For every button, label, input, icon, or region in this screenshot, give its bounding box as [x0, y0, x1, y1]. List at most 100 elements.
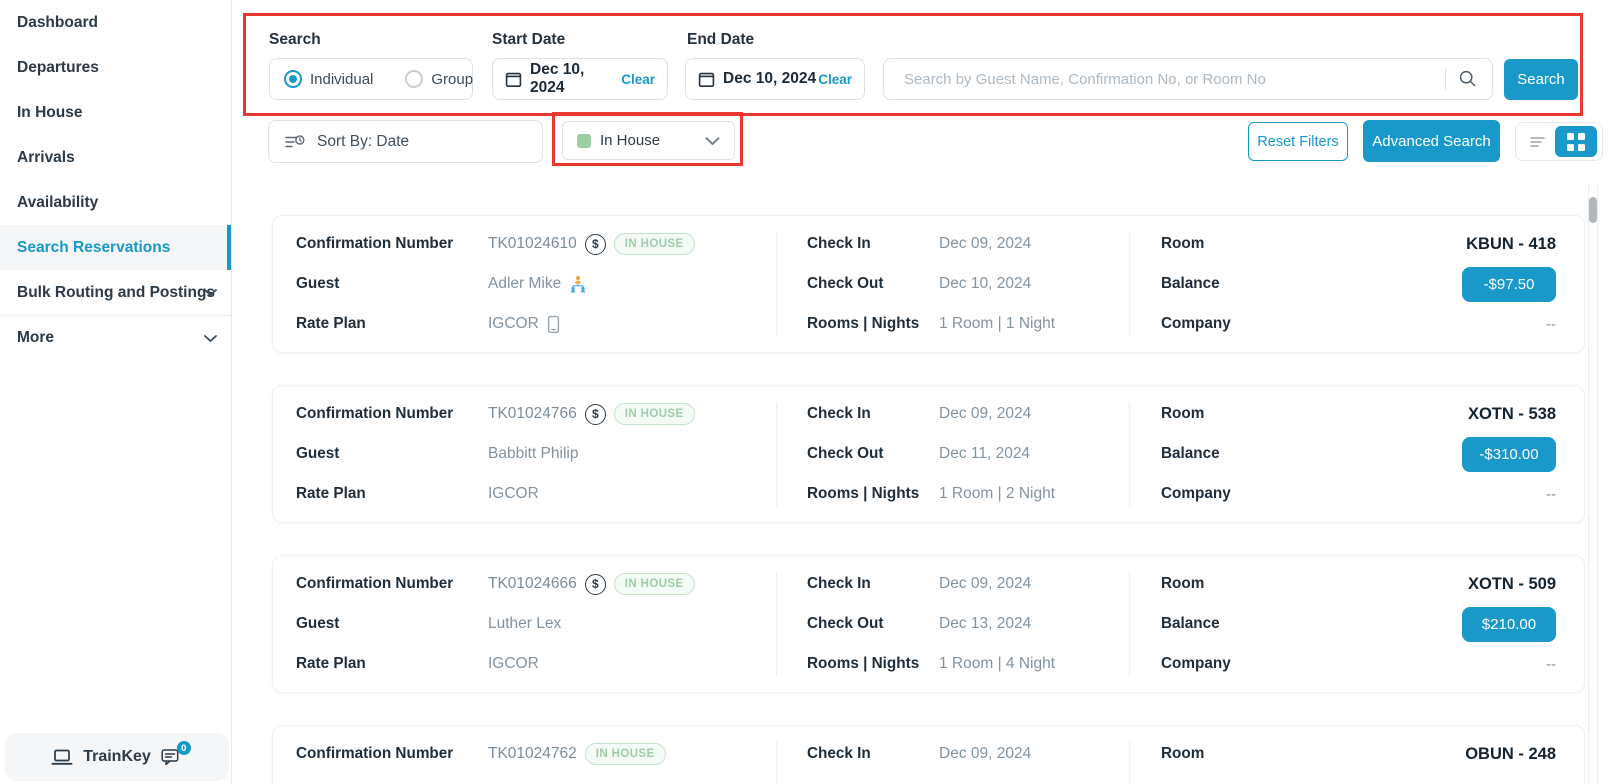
- card-divider: [776, 402, 777, 506]
- card-divider: [776, 572, 777, 676]
- check-out-value: Dec 10, 2024: [939, 275, 1032, 292]
- check-in-label: Check In: [807, 745, 871, 762]
- sidebar-item-dashboard[interactable]: Dashboard: [0, 0, 231, 45]
- group-share-icon: [569, 275, 587, 293]
- search-type-radio-group: Individual Group: [269, 58, 473, 100]
- balance-label: Balance: [1161, 445, 1220, 462]
- individual-radio[interactable]: [284, 70, 302, 88]
- dollar-icon: $: [584, 403, 606, 425]
- search-icon[interactable]: [1458, 69, 1478, 89]
- card-divider: [1129, 402, 1130, 506]
- trainkey-label: TrainKey: [83, 748, 151, 765]
- reservation-card[interactable]: Confirmation Number TK01024610 $ IN HOUS…: [272, 215, 1585, 353]
- confirmation-number-value: TK01024762: [488, 745, 577, 762]
- search-button[interactable]: Search: [1504, 59, 1578, 100]
- sidebar-item-label: Arrivals: [17, 148, 75, 166]
- reservation-card[interactable]: Confirmation Number TK01024666 $ IN HOUS…: [272, 555, 1585, 693]
- sidebar-item-departures[interactable]: Departures: [0, 45, 231, 90]
- confirmation-number-value: TK01024666: [488, 575, 577, 592]
- status-badge: IN HOUSE: [613, 403, 695, 425]
- reservation-card[interactable]: Confirmation Number TK01024762 IN HOUSE …: [272, 725, 1585, 784]
- reservation-card[interactable]: Confirmation Number TK01024766 $ IN HOUS…: [272, 385, 1585, 523]
- dollar-icon: $: [584, 233, 606, 255]
- guest-label: Guest: [296, 615, 340, 632]
- sidebar-item-label: Search Reservations: [17, 238, 171, 256]
- guest-name: Luther Lex: [488, 615, 562, 632]
- sort-by-dropdown[interactable]: Sort By: Date: [268, 120, 543, 163]
- check-in-value: Dec 09, 2024: [939, 235, 1032, 252]
- end-date-value: Dec 10, 2024: [723, 70, 817, 87]
- chevron-down-icon: [204, 289, 217, 296]
- scrollbar-track[interactable]: [1588, 185, 1598, 784]
- rate-plan-label: Rate Plan: [296, 315, 366, 332]
- list-view-icon[interactable]: [1529, 135, 1547, 149]
- sidebar-item-in-house[interactable]: In House: [0, 90, 231, 135]
- grid-view-icon[interactable]: [1555, 126, 1597, 157]
- sidebar-item-label: Departures: [17, 58, 99, 76]
- confirmation-number-value: TK01024610: [488, 235, 577, 252]
- chevron-down-icon: [705, 136, 720, 145]
- sidebar-item-more[interactable]: More: [0, 315, 231, 360]
- guest-search-box: [883, 58, 1493, 100]
- status-badge: IN HOUSE: [613, 233, 695, 255]
- check-in-value: Dec 09, 2024: [939, 745, 1032, 762]
- rooms-nights-value: 1 Room | 2 Night: [939, 485, 1056, 502]
- end-date-label: End Date: [687, 31, 755, 48]
- sort-by-label: Sort By: Date: [317, 132, 410, 150]
- scrollbar-thumb[interactable]: [1589, 197, 1597, 223]
- company-label: Company: [1161, 655, 1231, 672]
- search-section-label: Search: [269, 31, 321, 48]
- sidebar: Dashboard Departures In House Arrivals A…: [0, 0, 232, 784]
- confirmation-number-label: Confirmation Number: [296, 405, 454, 422]
- sidebar-item-label: In House: [17, 103, 83, 121]
- check-out-label: Check Out: [807, 445, 884, 462]
- company-value: --: [1546, 315, 1556, 333]
- view-toggle: [1515, 122, 1603, 161]
- sidebar-item-arrivals[interactable]: Arrivals: [0, 135, 231, 180]
- reset-filters-button[interactable]: Reset Filters: [1248, 122, 1348, 161]
- rooms-nights-label: Rooms | Nights: [807, 315, 920, 332]
- card-divider: [1129, 742, 1130, 784]
- balance-badge[interactable]: -$97.50: [1462, 266, 1556, 302]
- group-radio[interactable]: [405, 70, 424, 88]
- rooms-nights-label: Rooms | Nights: [807, 655, 920, 672]
- sidebar-item-bulk-routing-and-postings[interactable]: Bulk Routing and Postings: [0, 270, 231, 315]
- status-badge: IN HOUSE: [613, 573, 695, 595]
- company-value: --: [1546, 655, 1556, 673]
- sidebar-item-label: More: [17, 329, 55, 346]
- balance-label: Balance: [1161, 275, 1220, 292]
- company-label: Company: [1161, 485, 1231, 502]
- start-date-picker[interactable]: Dec 10, 2024 Clear: [492, 58, 668, 100]
- sidebar-item-search-reservations[interactable]: Search Reservations: [0, 225, 231, 270]
- balance-badge[interactable]: -$310.00: [1462, 436, 1556, 472]
- status-badge: IN HOUSE: [584, 743, 666, 765]
- guest-name: Adler Mike: [488, 275, 562, 292]
- card-divider: [776, 232, 777, 336]
- room-number: OBUN - 248: [1465, 744, 1556, 763]
- guest-search-input[interactable]: [884, 70, 1445, 88]
- start-date-clear-link[interactable]: Clear: [621, 71, 655, 87]
- sidebar-item-label: Availability: [17, 193, 99, 211]
- confirmation-number-value: TK01024766: [488, 405, 577, 422]
- room-number: XOTN - 538: [1467, 404, 1556, 423]
- confirmation-number-label: Confirmation Number: [296, 235, 454, 252]
- advanced-search-button[interactable]: Advanced Search: [1363, 120, 1500, 162]
- mobile-icon: [547, 315, 560, 334]
- start-date-label: Start Date: [492, 31, 566, 48]
- check-in-value: Dec 09, 2024: [939, 575, 1032, 592]
- group-radio-label: Group: [431, 70, 474, 88]
- trainkey-button[interactable]: TrainKey 0: [5, 733, 229, 781]
- check-out-label: Check Out: [807, 275, 884, 292]
- check-in-value: Dec 09, 2024: [939, 405, 1032, 422]
- check-out-value: Dec 11, 2024: [939, 445, 1031, 462]
- chat-icon[interactable]: 0: [161, 741, 191, 766]
- chevron-down-icon: [204, 335, 217, 342]
- sidebar-item-availability[interactable]: Availability: [0, 180, 231, 225]
- status-filter-dropdown[interactable]: In House: [562, 121, 735, 160]
- end-date-picker[interactable]: Dec 10, 2024 Clear: [685, 58, 865, 100]
- input-separator: [1445, 68, 1446, 90]
- guest-name: Babbitt Philip: [488, 445, 579, 462]
- rate-plan-label: Rate Plan: [296, 485, 366, 502]
- end-date-clear-link[interactable]: Clear: [818, 71, 852, 87]
- balance-badge[interactable]: $210.00: [1462, 606, 1556, 642]
